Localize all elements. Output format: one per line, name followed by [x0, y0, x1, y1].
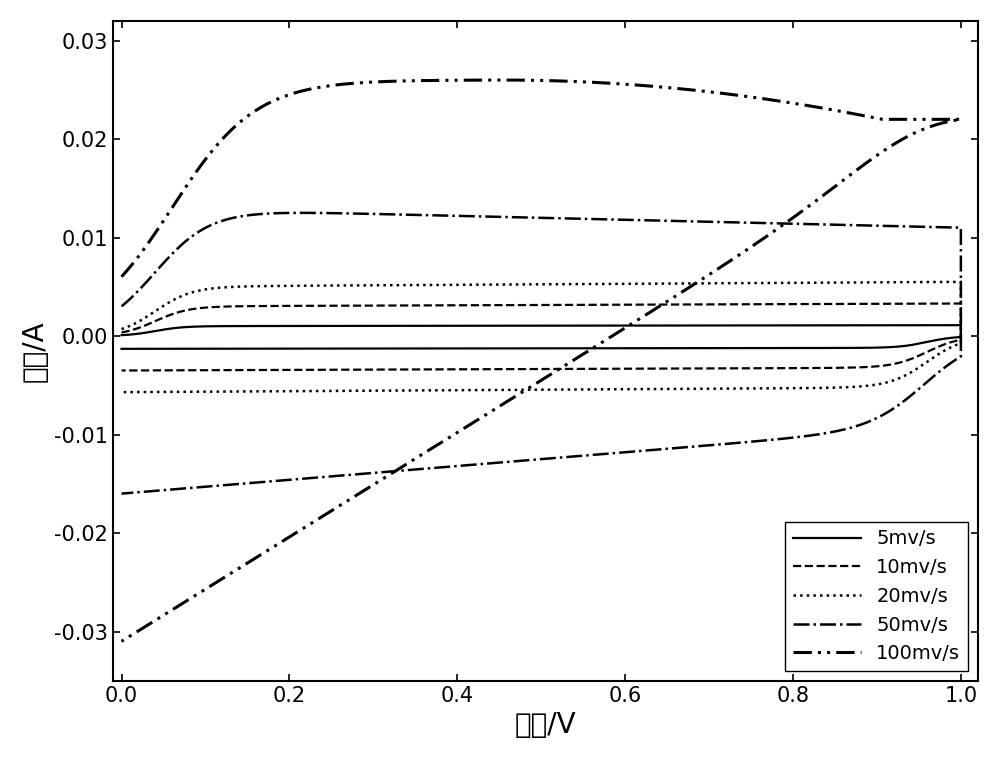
5mv/s — [955, 321, 967, 330]
50mv/s — [911, 385, 923, 394]
10mv/s — [116, 366, 128, 375]
10mv/s — [338, 301, 350, 310]
20mv/s — [116, 325, 128, 334]
5mv/s — [911, 340, 923, 349]
10mv/s — [682, 300, 694, 309]
20mv/s — [955, 277, 967, 287]
10mv/s — [911, 352, 923, 361]
10mv/s — [399, 301, 411, 310]
20mv/s — [682, 279, 694, 288]
Line: 100mv/s: 100mv/s — [122, 80, 961, 641]
100mv/s — [338, 80, 350, 89]
50mv/s — [876, 410, 888, 420]
50mv/s — [846, 220, 858, 230]
5mv/s — [876, 343, 888, 352]
10mv/s — [116, 328, 128, 337]
50mv/s — [116, 302, 128, 311]
100mv/s — [911, 127, 923, 136]
100mv/s — [846, 109, 858, 118]
20mv/s — [338, 281, 350, 290]
20mv/s — [876, 379, 888, 388]
Y-axis label: 电流/A: 电流/A — [21, 320, 49, 382]
10mv/s — [955, 299, 967, 308]
100mv/s — [683, 85, 695, 94]
10mv/s — [844, 299, 856, 309]
Legend: 5mv/s, 10mv/s, 20mv/s, 50mv/s, 100mv/s: 5mv/s, 10mv/s, 20mv/s, 50mv/s, 100mv/s — [785, 521, 968, 671]
5mv/s — [844, 321, 856, 330]
100mv/s — [876, 147, 888, 156]
50mv/s — [340, 209, 352, 218]
5mv/s — [399, 321, 411, 331]
100mv/s — [399, 76, 411, 85]
5mv/s — [338, 321, 350, 331]
20mv/s — [844, 278, 856, 287]
50mv/s — [116, 489, 128, 498]
Line: 50mv/s: 50mv/s — [122, 213, 961, 493]
100mv/s — [498, 75, 510, 84]
Line: 20mv/s: 20mv/s — [122, 282, 961, 392]
50mv/s — [683, 217, 695, 226]
50mv/s — [295, 208, 307, 217]
50mv/s — [400, 210, 412, 219]
100mv/s — [116, 272, 128, 281]
20mv/s — [911, 364, 923, 373]
100mv/s — [116, 637, 128, 646]
Line: 10mv/s: 10mv/s — [122, 303, 961, 370]
20mv/s — [399, 280, 411, 290]
5mv/s — [116, 331, 128, 340]
5mv/s — [116, 344, 128, 353]
5mv/s — [682, 321, 694, 330]
Line: 5mv/s: 5mv/s — [122, 325, 961, 349]
X-axis label: 电位/V: 电位/V — [515, 711, 576, 739]
20mv/s — [116, 388, 128, 397]
10mv/s — [876, 361, 888, 370]
